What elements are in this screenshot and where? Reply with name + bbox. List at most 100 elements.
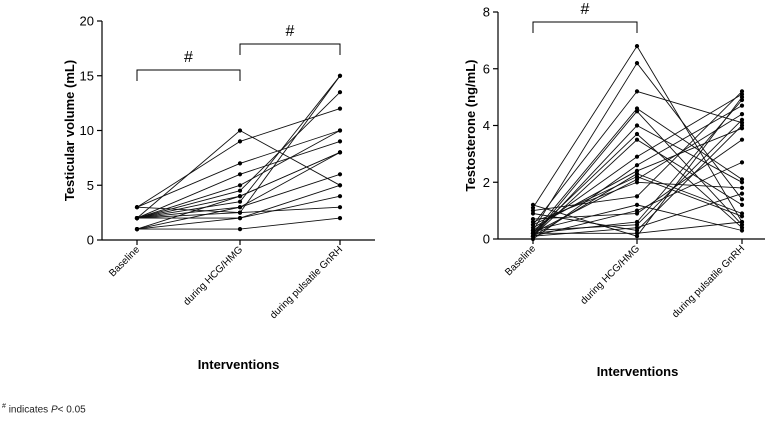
data-point bbox=[237, 172, 243, 177]
y-tick-label: 0 bbox=[87, 233, 94, 248]
data-point bbox=[530, 211, 536, 216]
data-point bbox=[237, 139, 243, 144]
data-point bbox=[237, 183, 243, 188]
data-point bbox=[739, 112, 745, 117]
data-point bbox=[739, 103, 745, 108]
testicular-volume-chart: 0 5 10 15 20 Baseline during HCG/HMG during pul… bbox=[62, 14, 375, 372]
y-axis-title: Testosterone (ng/mL) bbox=[463, 60, 478, 192]
y-tick-label: 6 bbox=[483, 61, 490, 76]
footnote-symbol: # bbox=[2, 403, 6, 410]
data-point bbox=[739, 214, 745, 219]
y-tick-label: 4 bbox=[483, 118, 490, 133]
data-point bbox=[237, 128, 243, 133]
data-point bbox=[134, 227, 140, 232]
data-point bbox=[634, 163, 640, 168]
data-point bbox=[739, 180, 745, 185]
data-point bbox=[739, 228, 745, 233]
data-point bbox=[337, 205, 343, 210]
footnote: # indicates P< 0.05 bbox=[2, 403, 86, 415]
data-point bbox=[739, 95, 745, 100]
significance-marker: # bbox=[581, 1, 590, 18]
data-point bbox=[634, 44, 640, 49]
data-point bbox=[739, 177, 745, 182]
y-tick-label: 0 bbox=[483, 232, 490, 247]
footnote-stat: P bbox=[50, 404, 58, 416]
data-point bbox=[739, 202, 745, 207]
data-point bbox=[634, 61, 640, 66]
data-point bbox=[634, 222, 640, 227]
data-point bbox=[237, 161, 243, 166]
data-point bbox=[530, 217, 536, 222]
data-point bbox=[634, 202, 640, 207]
data-point bbox=[739, 123, 745, 128]
data-point bbox=[739, 137, 745, 142]
x-axis-title: Interventions bbox=[597, 364, 679, 379]
testosterone-chart: 0 2 4 6 8 Baseline during HCG/HMG during pulsat… bbox=[463, 1, 765, 379]
data-point bbox=[634, 208, 640, 213]
y-tick-label: 5 bbox=[87, 178, 94, 193]
significance-marker: # bbox=[286, 23, 295, 40]
significance-bracket bbox=[136, 69, 241, 81]
data-point bbox=[739, 160, 745, 165]
y-tick-label: 10 bbox=[80, 123, 94, 138]
data-point bbox=[530, 234, 536, 239]
y-tick-label: 15 bbox=[80, 68, 94, 83]
data-point bbox=[634, 231, 640, 236]
series-line-P13 bbox=[532, 181, 743, 223]
data-point bbox=[739, 219, 745, 225]
series-points bbox=[530, 44, 745, 242]
data-point bbox=[237, 188, 243, 193]
data-point bbox=[134, 216, 140, 221]
series-points bbox=[134, 73, 343, 232]
x-tick-label: Baseline bbox=[503, 243, 538, 278]
x-axis-title: Interventions bbox=[198, 357, 280, 372]
data-point bbox=[337, 90, 343, 95]
x-tick-label: during HCG/HMG bbox=[182, 244, 246, 308]
data-point bbox=[337, 194, 343, 199]
data-point bbox=[634, 194, 640, 199]
data-point bbox=[634, 154, 640, 159]
data-point bbox=[134, 205, 140, 210]
y-tick-label: 20 bbox=[80, 14, 94, 29]
data-point bbox=[337, 128, 343, 133]
data-point bbox=[634, 171, 640, 176]
data-point bbox=[337, 106, 343, 111]
y-axis-title: Testicular volume (mL) bbox=[62, 60, 77, 201]
data-point bbox=[530, 222, 536, 227]
data-point bbox=[237, 216, 243, 221]
series-line-P14 bbox=[136, 91, 341, 219]
significance-bracket bbox=[532, 21, 638, 33]
data-point bbox=[634, 89, 640, 94]
data-point bbox=[337, 183, 343, 188]
data-point bbox=[237, 205, 243, 210]
x-tick-label: Baseline bbox=[107, 244, 142, 279]
data-point bbox=[237, 227, 243, 232]
data-point bbox=[634, 131, 640, 137]
data-point bbox=[739, 117, 745, 122]
data-point bbox=[634, 137, 640, 142]
data-point bbox=[337, 172, 343, 177]
data-point bbox=[237, 210, 243, 215]
data-point bbox=[530, 202, 536, 207]
footnote-threshold: < 0.05 bbox=[57, 404, 86, 416]
data-point bbox=[634, 174, 640, 179]
data-point bbox=[337, 73, 343, 78]
data-point bbox=[237, 199, 243, 204]
data-point bbox=[337, 139, 343, 144]
data-point bbox=[739, 191, 745, 196]
data-point bbox=[739, 185, 745, 190]
data-point bbox=[634, 234, 640, 239]
data-point bbox=[237, 194, 243, 199]
significance-bracket bbox=[239, 43, 341, 55]
significance-marker: # bbox=[184, 49, 193, 66]
data-point bbox=[739, 197, 745, 202]
data-point bbox=[530, 228, 536, 233]
data-point bbox=[530, 208, 536, 213]
data-point bbox=[739, 89, 745, 94]
data-point bbox=[634, 109, 640, 114]
y-tick-label: 2 bbox=[483, 175, 490, 190]
y-tick-label: 8 bbox=[483, 5, 490, 20]
footnote-text: indicates bbox=[8, 404, 49, 416]
data-point bbox=[634, 180, 640, 185]
